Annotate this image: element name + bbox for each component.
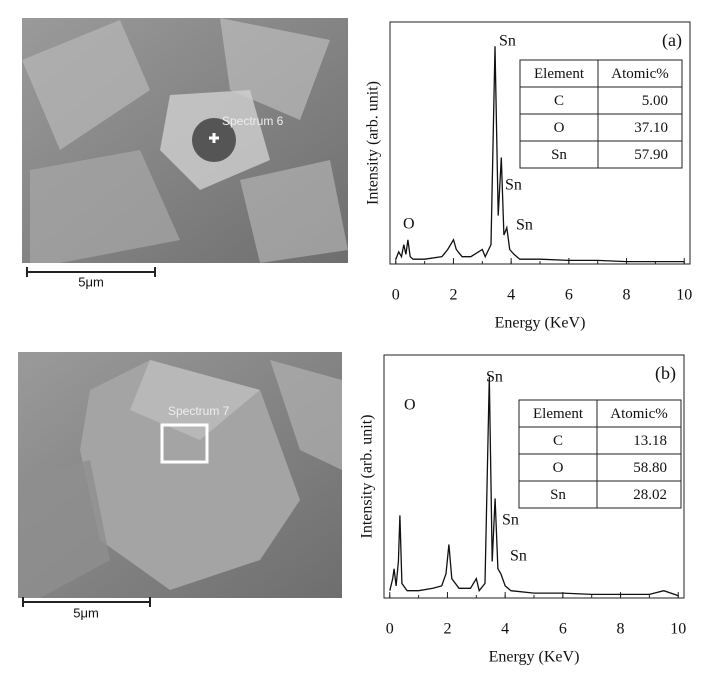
table-cell bbox=[596, 399, 682, 428]
table-value: 28.02 bbox=[633, 487, 667, 503]
table-header: Atomic% bbox=[611, 66, 669, 82]
spectrum-line bbox=[395, 46, 685, 263]
x-tick-label: 2 bbox=[449, 287, 457, 304]
peak-label: Sn bbox=[502, 512, 519, 529]
sem-image-a bbox=[22, 18, 348, 277]
table-cell bbox=[518, 480, 598, 509]
table-cell bbox=[519, 113, 599, 142]
table-value: 58.80 bbox=[633, 460, 667, 476]
peak-label: Sn bbox=[516, 217, 533, 234]
table-value: Sn bbox=[550, 487, 566, 503]
x-tick-label: 6 bbox=[559, 621, 567, 638]
table-cell bbox=[597, 113, 683, 142]
x-tick-label: 0 bbox=[386, 621, 394, 638]
y-axis-label: Intensity (arb. unit) bbox=[359, 415, 376, 539]
table-value: C bbox=[553, 433, 563, 449]
table-value: 37.10 bbox=[634, 120, 668, 136]
panel-label: (a) bbox=[662, 30, 682, 51]
x-tick-label: 4 bbox=[501, 621, 509, 638]
peak-label: Sn bbox=[510, 548, 527, 565]
table-value: 57.90 bbox=[634, 147, 668, 163]
table-cell bbox=[596, 426, 682, 455]
peak-label: Sn bbox=[499, 33, 516, 50]
table-header: Element bbox=[533, 406, 584, 422]
table-cell bbox=[597, 86, 683, 115]
spectrum-label: Spectrum 7 bbox=[168, 404, 230, 418]
x-tick-label: 2 bbox=[443, 621, 451, 638]
scale-label: 5μm bbox=[73, 605, 99, 620]
sem-image-b bbox=[18, 352, 342, 607]
spectrum-label: Spectrum 6 bbox=[222, 114, 284, 128]
table-value: 13.18 bbox=[633, 433, 667, 449]
x-tick-label: 10 bbox=[676, 287, 692, 304]
x-tick-label: 10 bbox=[670, 621, 686, 638]
x-tick-label: 8 bbox=[623, 287, 631, 304]
panel-label: (b) bbox=[655, 363, 676, 384]
table-cell bbox=[597, 140, 683, 169]
table-cell bbox=[518, 399, 598, 428]
table-header: Element bbox=[534, 66, 585, 82]
scale-label: 5μm bbox=[78, 274, 104, 289]
peak-label: Sn bbox=[505, 177, 522, 194]
spectrum-line bbox=[389, 376, 679, 597]
x-tick-label: 0 bbox=[392, 287, 400, 304]
peak-label: O bbox=[403, 216, 415, 233]
x-tick-label: 4 bbox=[507, 287, 515, 304]
table-value: C bbox=[554, 93, 564, 109]
x-axis-label: Energy (KeV) bbox=[495, 315, 586, 332]
table-value: Sn bbox=[551, 147, 567, 163]
x-tick-label: 8 bbox=[617, 621, 625, 638]
peak-label: Sn bbox=[486, 369, 503, 386]
table-value: 5.00 bbox=[642, 93, 668, 109]
table-cell bbox=[596, 480, 682, 509]
x-tick-label: 6 bbox=[565, 287, 573, 304]
x-axis-label: Energy (KeV) bbox=[489, 649, 580, 666]
table-cell bbox=[597, 59, 683, 88]
table-header: Atomic% bbox=[610, 406, 668, 422]
table-cell bbox=[519, 140, 599, 169]
table-value: O bbox=[554, 120, 565, 136]
y-axis-label: Intensity (arb. unit) bbox=[365, 81, 382, 205]
table-cell bbox=[518, 426, 598, 455]
peak-label: O bbox=[404, 397, 416, 414]
table-value: O bbox=[553, 460, 564, 476]
